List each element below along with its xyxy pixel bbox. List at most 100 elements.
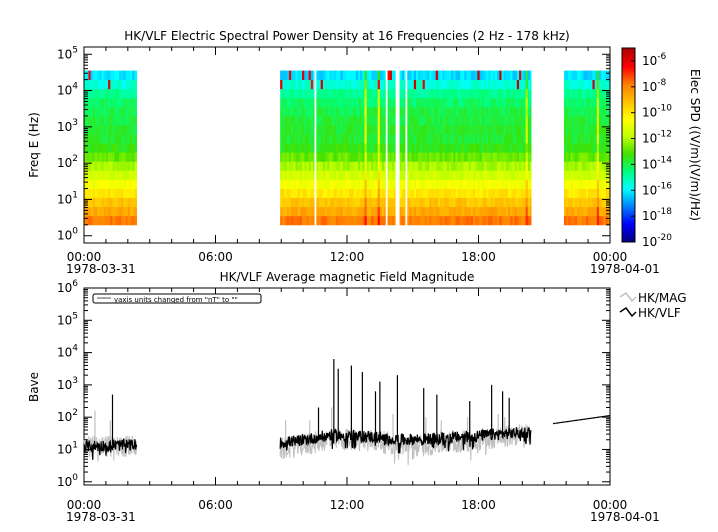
spectrogram-cell (342, 97, 346, 108)
spectrogram-cell (384, 143, 386, 153)
spectrogram-cell (114, 143, 118, 153)
spectrogram-cell (437, 170, 441, 180)
spectrogram-cell (282, 161, 285, 171)
spectrogram-cell (302, 152, 305, 162)
spectrogram-cell (366, 143, 370, 153)
spectrogram-cell (479, 215, 483, 226)
spectrogram-cell (121, 125, 124, 135)
spectrogram-cell (280, 179, 283, 189)
spectrogram-cell (97, 170, 100, 180)
spectrogram-cell (409, 115, 413, 126)
spectrogram-cell (510, 106, 513, 117)
spectrogram-cell (329, 161, 333, 171)
spectrogram-cell (477, 106, 480, 117)
spectrogram-cell (114, 106, 118, 117)
spectrogram-cell (401, 170, 405, 180)
spectrogram-cell (99, 197, 102, 208)
spectrogram-cell (360, 88, 363, 99)
spectrogram-cell (499, 197, 502, 208)
spectrogram-cell (284, 106, 288, 117)
spectrogram-cell (280, 206, 283, 217)
spectrogram-cell (440, 125, 443, 135)
spectrogram-cell (574, 79, 578, 90)
spectrogram-cell (127, 215, 131, 226)
spectrogram-cell (105, 197, 109, 208)
spectrogram-cell (86, 79, 89, 90)
spectrogram-cell (492, 188, 496, 199)
spectrogram-cell (399, 125, 403, 135)
spectrogram-cell (422, 79, 426, 90)
spectrogram-cell (325, 125, 328, 135)
colorbar-segment (622, 130, 635, 133)
spectrogram-cell (601, 97, 604, 108)
spectrogram-cell (130, 97, 133, 108)
colorbar-segment (622, 212, 635, 215)
spectrogram-cell (451, 106, 454, 117)
spectrogram-cell (92, 152, 96, 162)
spectrogram-cell (90, 134, 94, 144)
spectrogram-cell (516, 125, 520, 135)
spectrogram-cell (462, 70, 465, 81)
spectrogram-cell (119, 79, 122, 90)
spectrogram-cell (291, 79, 294, 90)
spectrogram-cell (125, 79, 129, 90)
spectrogram-cell (384, 79, 386, 90)
spectrogram-cell (288, 197, 292, 208)
spectrogram-cell (429, 106, 432, 117)
spectrogram-cell (105, 115, 109, 126)
spectrogram-cell (347, 152, 350, 162)
spectrogram-cell (563, 88, 567, 99)
spectrogram-cell (88, 206, 91, 217)
spectrogram-cell (88, 143, 91, 153)
spectrogram-cell (453, 197, 456, 208)
spectrogram-cell (563, 215, 567, 226)
spectrogram-cell (510, 197, 513, 208)
spectrogram-cell (306, 197, 310, 208)
bave-start-date: 1978-03-31 (66, 510, 136, 524)
spectrogram-cell (355, 179, 359, 189)
spectrogram-cell (121, 79, 124, 90)
spectrogram-cell (284, 188, 288, 199)
spectrogram-cell (127, 197, 131, 208)
x-tick-label: 00:00 (593, 498, 628, 512)
spectrogram-cell (403, 161, 406, 171)
colorbar-segment (622, 230, 635, 233)
spectrogram-cell (418, 125, 421, 135)
spectrogram-cell (282, 152, 285, 162)
spectrogram-cell (306, 106, 310, 117)
spectrogram-cell (125, 206, 129, 217)
spectrogram-cell (293, 206, 296, 217)
spectrogram-cell (132, 188, 135, 199)
spectrogram-cell (310, 134, 314, 144)
spectrogram-cell (333, 70, 337, 81)
spectrogram-cell (483, 143, 487, 153)
spectrogram-cell (342, 79, 346, 90)
spectrogram-cell (114, 70, 118, 81)
spectrogram-cell (413, 106, 417, 117)
spectrogram-cell (590, 88, 593, 99)
spectrogram-cell (457, 70, 461, 81)
spectrogram-cell (603, 143, 607, 153)
spectrogram-cell (477, 188, 480, 199)
spectrogram-cell (521, 106, 524, 117)
spectrogram-cell (108, 206, 111, 217)
spectrogram-cell (599, 161, 602, 171)
spectrogram-cell (382, 88, 385, 99)
spectrogram-cell (451, 70, 454, 81)
spectrogram-cell (284, 79, 288, 90)
spectrogram-cell (409, 106, 413, 117)
spectrogram-cell (116, 215, 120, 226)
spectrogram-cell (603, 206, 607, 217)
spectrogram-cell (420, 134, 424, 144)
spectrogram-cell (462, 79, 465, 90)
spectrogram-cell (384, 170, 386, 180)
spectrogram-cell (101, 143, 105, 153)
spectrogram-cell (464, 215, 467, 226)
spectrogram-cell (574, 179, 578, 189)
spectrogram-cell (322, 197, 326, 208)
spectrogram-cell (501, 152, 505, 162)
bave-x-ticks: 00:00 06:00 12:00 18:00 00:00 (67, 288, 628, 512)
spectrogram-cell (338, 188, 341, 199)
spectrogram-cell (451, 134, 454, 144)
spectrogram-cell (288, 97, 292, 108)
